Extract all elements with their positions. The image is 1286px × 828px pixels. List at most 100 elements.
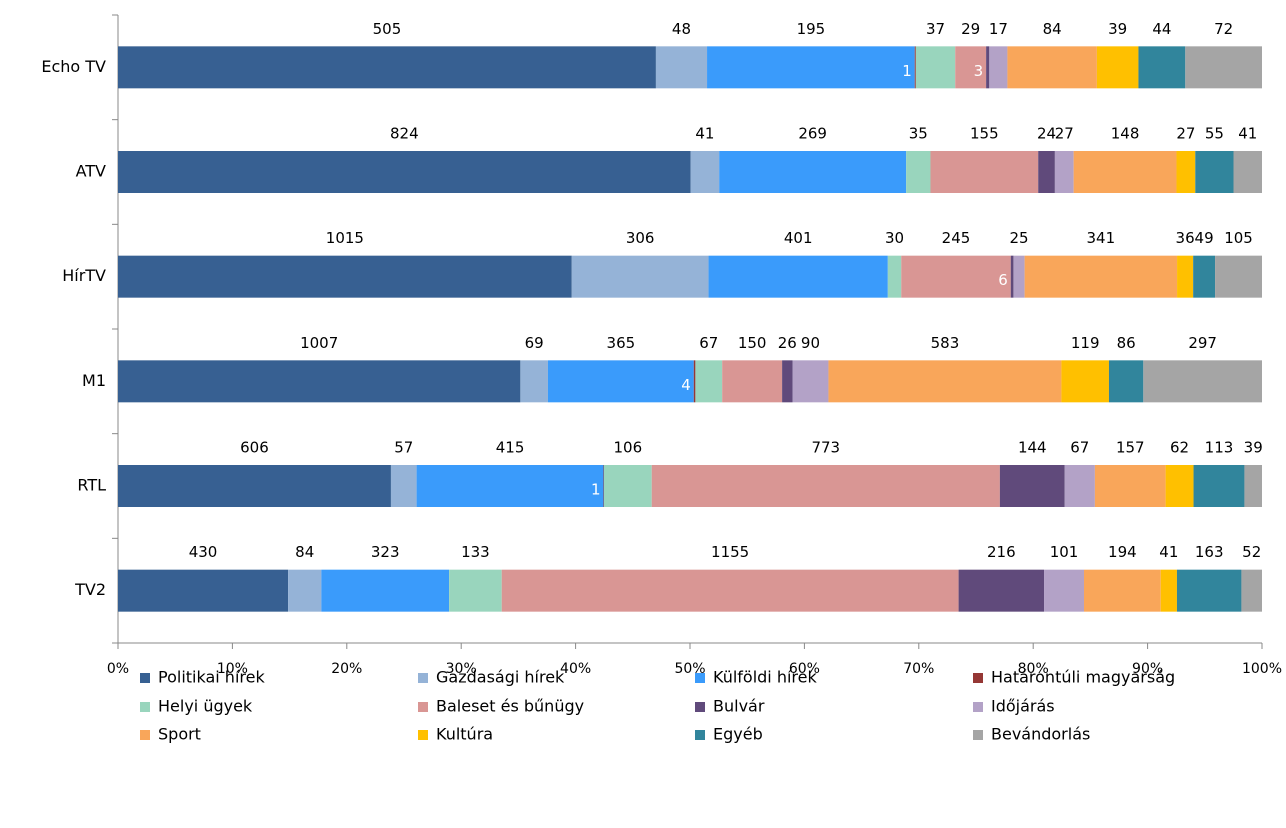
category-label: ATV [76,162,106,181]
data-label: 144 [1018,439,1047,457]
bar-segment [1244,465,1262,507]
data-label: 245 [942,229,971,247]
data-label: 25 [1009,229,1028,247]
bar-segment [901,255,1011,298]
bar-segment [1010,255,1014,298]
bar-segment [1138,46,1186,89]
bar-segment [1195,151,1234,193]
bar-segment [1054,151,1074,193]
data-label: 84 [1043,20,1062,38]
x-tick-label: 10% [217,661,248,677]
legend-label: Bevándorlás [991,725,1090,744]
data-label: 30 [885,229,904,247]
bar-segment [955,46,987,89]
bar-segment [1038,151,1055,193]
data-label: 297 [1188,334,1217,352]
legend-swatch [695,730,705,740]
data-label: 773 [811,439,840,457]
data-label: 27 [1055,125,1074,143]
bar-segment [1044,569,1084,612]
data-label: 306 [626,229,655,247]
data-label: 323 [371,543,400,561]
bar-segment [1193,465,1245,507]
data-label: 35 [909,125,928,143]
x-tick-label: 60% [789,661,820,677]
data-label: 29 [961,20,980,38]
data-label: 72 [1214,20,1233,38]
bar-segment [1176,151,1196,193]
bar-segment [321,569,450,612]
data-label: 269 [798,125,827,143]
data-label: 69 [525,334,544,352]
bar-segment [707,46,915,89]
legend-swatch [973,702,983,712]
data-label: 39 [1244,439,1263,457]
legend-swatch [418,730,428,740]
bar-segment [603,465,652,507]
bar-segment [1007,46,1097,89]
data-label: 341 [1087,229,1116,247]
data-label: 90 [801,334,820,352]
bar-segment [958,569,1045,612]
bar-segment [603,465,605,507]
data-label: 1155 [711,543,749,561]
bar-segment [1233,151,1262,193]
bar-segment [1094,465,1166,507]
x-tick-label: 20% [331,661,362,677]
bar-segment [449,569,502,612]
x-tick-label: 100% [1242,661,1282,677]
data-label: 133 [461,543,490,561]
legend-swatch [418,702,428,712]
data-label: 6 [998,271,1008,289]
legend-label: Egyéb [713,725,763,744]
legend-label: Gazdasági hírek [436,668,565,687]
data-label: 824 [390,125,419,143]
bar-segment [655,46,708,89]
bar-segment [118,255,572,298]
bar-segment [1193,255,1216,298]
data-label: 583 [931,334,960,352]
data-label: 415 [496,439,525,457]
bar-segment [1064,465,1095,507]
data-label: 55 [1205,125,1224,143]
data-label: 52 [1242,543,1261,561]
legend-label: Bulvár [713,697,765,716]
bar-segment [520,360,548,403]
bar-segment [1177,255,1194,298]
bar-segment [914,46,916,89]
data-label: 101 [1050,543,1079,561]
data-label: 84 [295,543,314,561]
bar-segment [1083,569,1161,612]
data-label: 148 [1111,125,1140,143]
bar-segment [1165,465,1194,507]
data-label: 39 [1108,20,1127,38]
legend-label: Helyi ügyek [158,697,253,716]
legend-label: Politikai hírek [158,668,265,687]
bar-segment [651,465,1000,507]
legend-label: Időjárás [991,697,1055,716]
bar-segment [989,46,1008,89]
data-label: 1007 [300,334,338,352]
bar-segment [915,46,956,89]
bar-segment [828,360,1062,403]
bar-segment [930,151,1039,193]
bar-segment [288,569,322,612]
legend-label: Sport [158,725,201,744]
legend-label: Baleset és bűnügy [436,697,584,716]
bar-segment [1176,569,1242,612]
bar-segment [986,46,990,89]
data-label: 119 [1071,334,1100,352]
bar-segment [999,465,1065,507]
data-label: 505 [373,20,402,38]
data-label: 150 [738,334,767,352]
data-label: 157 [1116,439,1145,457]
category-label: Echo TV [41,57,106,76]
bar-segment [1108,360,1144,403]
data-label: 37 [926,20,945,38]
bar-segment [547,360,694,403]
bar-segment [693,360,696,403]
data-label: 365 [607,334,636,352]
x-tick-label: 30% [446,661,477,677]
bar-segment [708,255,888,298]
legend-swatch [973,673,983,683]
